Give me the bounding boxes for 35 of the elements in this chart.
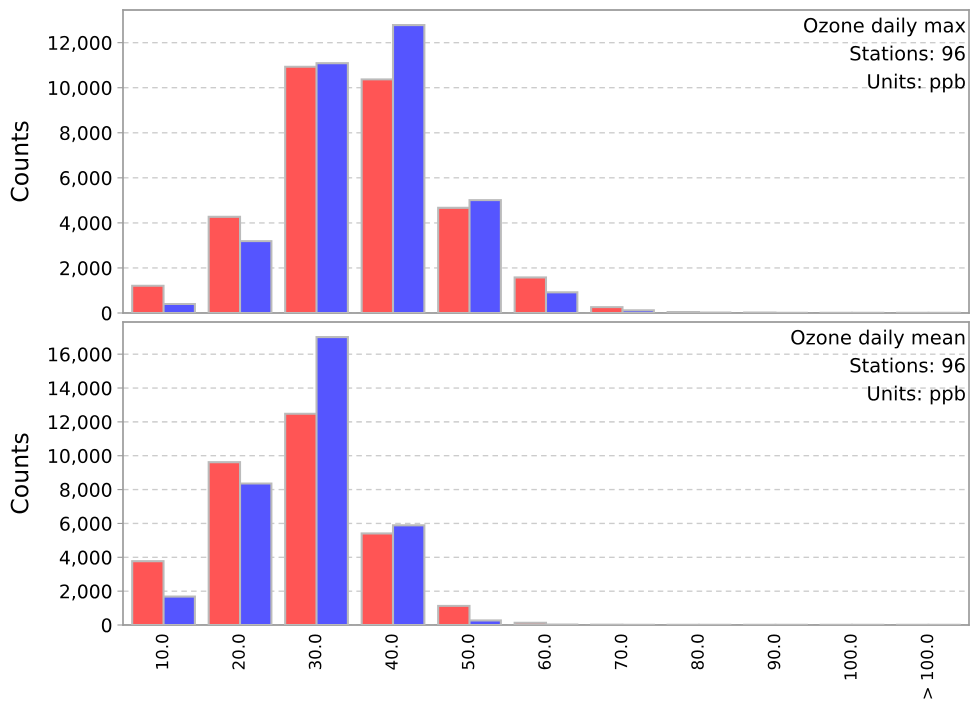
y-tick-label: 2,000 bbox=[60, 584, 112, 600]
annotation: Ozone daily mean bbox=[791, 330, 964, 348]
annotation: Units: ppb bbox=[868, 386, 965, 404]
y-tick-label: 10,000 bbox=[49, 80, 112, 98]
x-tick-label: 80.0 bbox=[691, 634, 704, 670]
annotation: Stations: 96 bbox=[850, 358, 965, 373]
x-tick-label: 10.0 bbox=[156, 634, 168, 669]
y-tick-label: 2,000 bbox=[60, 261, 112, 278]
y-tick-label: 16,000 bbox=[49, 347, 112, 364]
y-tick-label: 8,000 bbox=[60, 126, 112, 142]
annotation: Units: ppb bbox=[868, 74, 965, 92]
annotation: Ozone daily max bbox=[804, 18, 966, 36]
x-tick-label: 30.0 bbox=[308, 634, 322, 670]
y-tick-label: 4,000 bbox=[60, 216, 112, 232]
y-tick-label: 12,000 bbox=[49, 36, 112, 52]
x-tick-label: 40.0 bbox=[385, 634, 398, 670]
y-tick-label: 4,000 bbox=[60, 550, 112, 567]
x-tick-label: 60.0 bbox=[538, 634, 551, 670]
x-tick-label: > 100.0 bbox=[920, 634, 934, 699]
y-tick-label: 0 bbox=[102, 306, 112, 320]
y-axis-title: Counts bbox=[10, 121, 29, 202]
y-tick-label: 10,000 bbox=[49, 448, 112, 466]
y-tick-label: 6,000 bbox=[60, 516, 112, 533]
annotation: Stations: 96 bbox=[850, 46, 965, 61]
x-tick-label: 70.0 bbox=[614, 634, 628, 670]
x-tick-label: 50.0 bbox=[462, 634, 474, 670]
y-tick-label: 8,000 bbox=[60, 482, 112, 499]
x-tick-label: 90.0 bbox=[768, 634, 780, 670]
x-tick-label: 20.0 bbox=[232, 634, 245, 670]
y-tick-label: 6,000 bbox=[60, 171, 112, 188]
y-tick-label: 14,000 bbox=[49, 381, 112, 398]
y-tick-label: 12,000 bbox=[49, 415, 112, 432]
y-tick-label: 0 bbox=[102, 618, 112, 632]
x-tick-label: 100.0 bbox=[844, 634, 857, 680]
y-axis-title: Counts bbox=[10, 433, 29, 514]
